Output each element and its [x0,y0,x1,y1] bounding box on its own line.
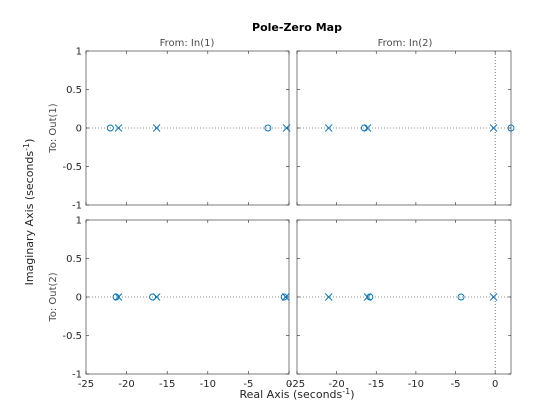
pole-marker-2-1-2 [281,293,290,301]
pole-marker-2-1-1 [152,293,161,301]
y-tick-label-1-1-2: 0 [76,124,82,135]
x-tick-label-2-2-3: -10 [408,379,424,390]
x-tick-label-2-1-2: -15 [159,379,175,390]
pole-marker-1-2-2 [489,124,498,132]
x-tick-label-2-2-0: -25 [289,379,305,390]
y-tick-label-2-1-4: 1 [76,216,82,227]
y-axis-label-exponent: -1 [22,143,31,151]
pole-marker-1-2-0 [324,124,333,132]
x-tick-label-2-1-0: -25 [78,379,94,390]
pole-marker-1-1-2 [282,124,291,132]
x-tick-label-2-1-3: -10 [200,379,216,390]
x-axis-label-close: ) [350,388,354,401]
y-axis-label: Imaginary Axis (seconds-1) [22,139,36,286]
x-axis-label-exponent: -1 [342,387,350,396]
input-label-2: From: In(2) [378,38,433,49]
pole-marker-2-2-1 [363,293,372,301]
x-axis-label-units: (seconds [293,388,343,401]
subplot-out2-in1: -1 -0.5 0 0.5 1 -25 -20 -15 -10 -5 0 [62,216,292,391]
zero-marker-2-1-2 [280,293,288,301]
x-tick-label-2-2-5: 0 [492,379,498,390]
x-tick-label-2-1-1: -20 [118,379,134,390]
y-tick-label-2-1-0: -1 [72,370,82,381]
zero-marker-1-1-0 [106,124,114,132]
zero-marker-2-1-1 [149,293,157,301]
subplot-grid: -1-0.500.51-1-0.500.51-25 -20 -15 -10 -5 0-25… [62,47,515,391]
x-tick-label-2-2-4: -5 [451,379,461,390]
x-tick-label-2-2-1: -20 [328,379,344,390]
pole-marker-1-1-1 [152,124,161,132]
pole-marker-1-2-1 [363,124,372,132]
pole-marker-2-1-0 [114,293,123,301]
chart-title: Pole-Zero Map [252,21,342,34]
x-axis-label: Real Axis (seconds-1) [239,387,354,401]
x-tick-label-2-2-2: -15 [368,379,384,390]
input-label-1: From: In(1) [160,38,215,49]
zero-marker-1-1-1 [264,124,272,132]
zero-marker-1-2-1 [507,124,515,132]
y-axis-label-units: (seconds [23,151,36,201]
output-label-1: To: Out(1) [48,103,59,153]
zero-marker-2-2-1 [457,293,465,301]
y-tick-label-2-1-2: 0 [76,293,82,304]
x-tick-label-2-1-4: -5 [243,379,253,390]
output-label-2: To: Out(2) [48,272,59,322]
y-tick-label-1-1-0: -1 [72,201,82,212]
subplot-out1-in1: -1 -0.5 0 0.5 1 [62,47,291,212]
x-tick-label-2-1-5: 0 [286,379,292,390]
y-axis-label-close: ) [23,139,36,143]
x-axis-label-name: Real Axis [239,388,289,401]
y-axis-label-name: Imaginary Axis [23,203,36,285]
axes-box-1-2 [296,50,512,206]
subplot-out2-in2: -25 -20 -15 -10 -5 0 [289,219,512,390]
subplot-out1-in2 [296,50,515,206]
y-tick-label-2-1-1: -0.5 [62,331,82,342]
y-tick-label-1-1-3: 0.5 [66,85,82,96]
pole-marker-2-2-0 [324,293,333,301]
axes-box-2-2 [296,219,512,375]
y-tick-label-1-1-1: -0.5 [62,162,82,173]
pole-marker-2-2-2 [489,293,498,301]
y-tick-label-1-1-4: 1 [76,47,82,58]
y-tick-label-2-1-3: 0.5 [66,254,82,265]
pole-marker-1-1-0 [114,124,123,132]
